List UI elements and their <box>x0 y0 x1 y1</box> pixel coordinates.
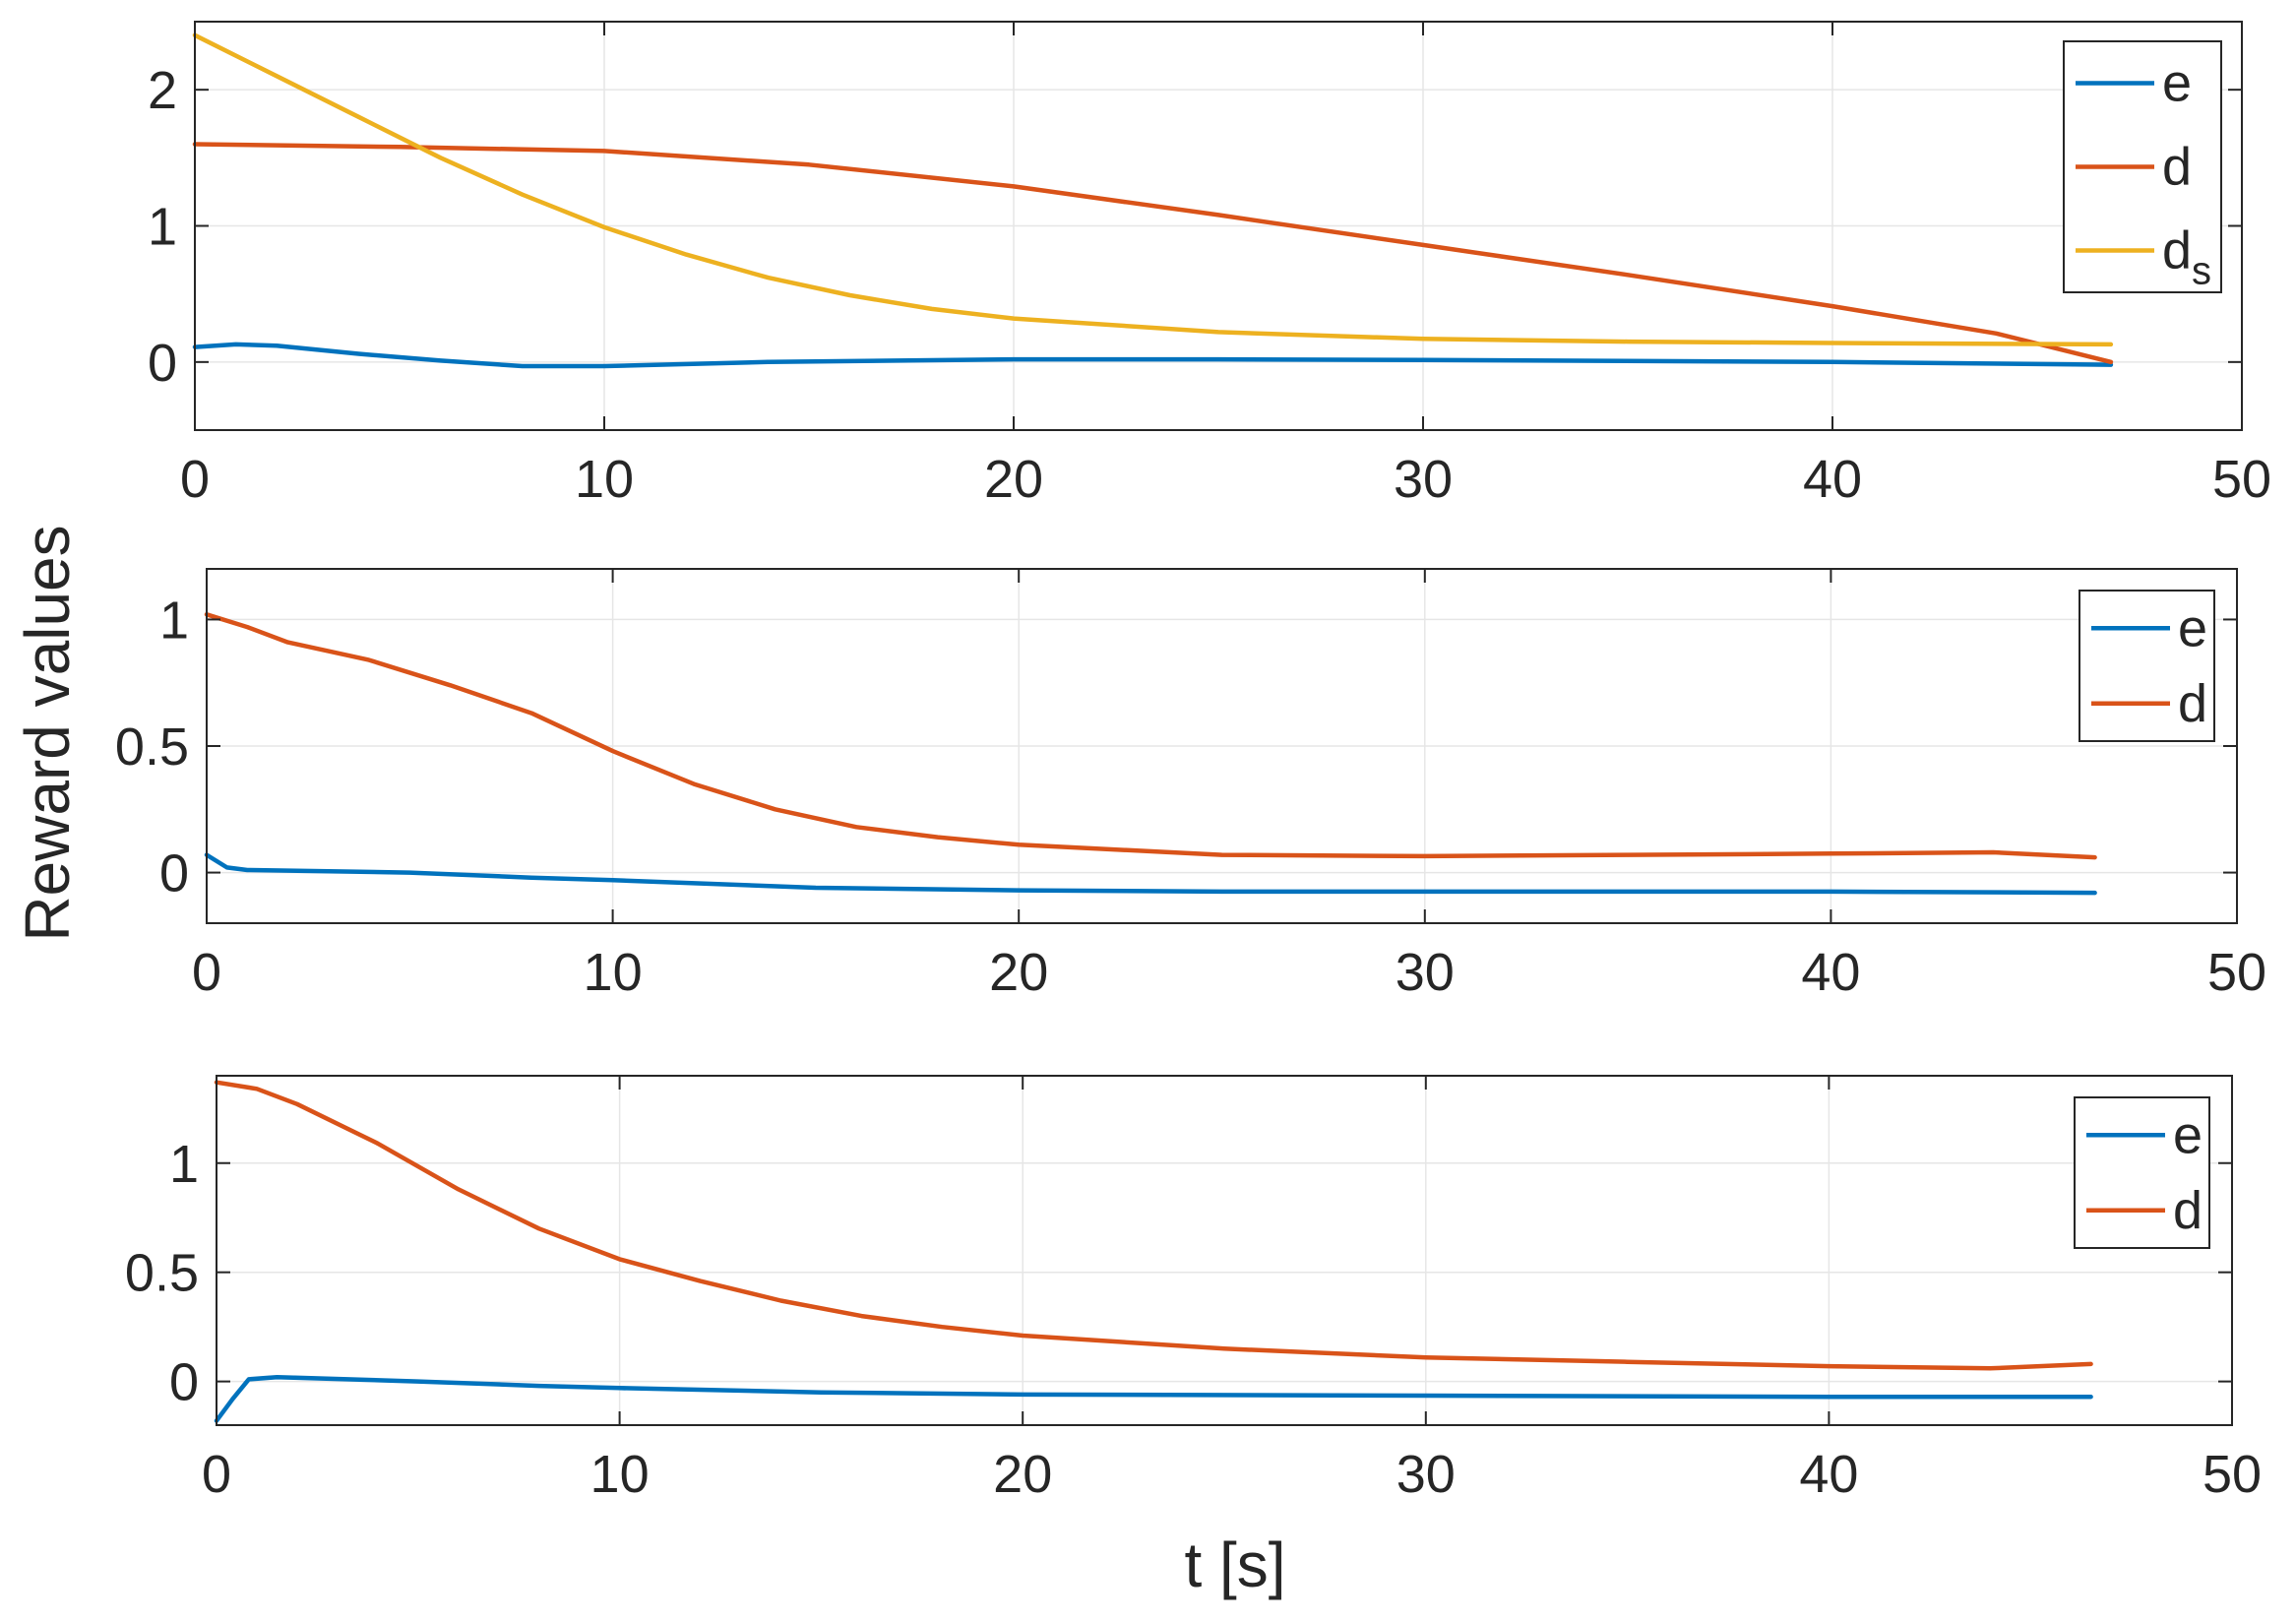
y-tick-label: 0 <box>148 334 177 393</box>
x-tick-label: 30 <box>1396 943 1455 1002</box>
y-tick-label: 0 <box>159 844 189 904</box>
x-tick-label: 30 <box>1394 450 1453 509</box>
legend-box <box>2074 1096 2210 1249</box>
x-tick-label: 10 <box>590 1445 650 1504</box>
y-axis-title: Reward values <box>12 525 83 941</box>
x-tick-label: 30 <box>1396 1445 1456 1504</box>
legend-label: e <box>2162 54 2192 113</box>
legend: ed <box>2079 590 2215 742</box>
y-tick-label: 1 <box>169 1135 199 1194</box>
x-tick-label: 20 <box>989 943 1048 1002</box>
subplot-3: 0 10 20 30 40 50 0 0.5 1 ed <box>125 1075 2262 1504</box>
series-line-ds <box>192 32 2114 347</box>
x-tick-label: 50 <box>2212 450 2271 509</box>
x-tick-label: 40 <box>1803 450 1862 509</box>
subplot-2: 0 10 20 30 40 50 0 0.5 1 ed <box>115 568 2266 1002</box>
legend-label: d <box>2162 138 2192 197</box>
series-line-d <box>204 612 2097 860</box>
x-axis-title: t [s] <box>1184 1529 1285 1600</box>
x-tick-label: 40 <box>1799 1445 1858 1504</box>
legend-label-subscript: s <box>2192 250 2211 293</box>
legend-box <box>2079 590 2215 742</box>
y-tick-label: 0.5 <box>115 717 189 777</box>
x-tick-label: 0 <box>192 943 221 1002</box>
legend-label: e <box>2178 598 2207 657</box>
y-tick-label: 0.5 <box>125 1244 199 1303</box>
y-tick-label: 2 <box>148 61 177 120</box>
series-line-d <box>214 1080 2093 1371</box>
legend-label: e <box>2173 1105 2203 1164</box>
y-tick-label: 1 <box>148 198 177 257</box>
x-tick-label: 20 <box>984 450 1043 509</box>
series-line-e <box>204 852 2097 896</box>
x-tick-label: 50 <box>2203 1445 2262 1504</box>
series-line-e <box>192 342 2114 369</box>
legend: ed <box>2074 1096 2210 1249</box>
x-tick-label: 20 <box>993 1445 1052 1504</box>
series-line-e <box>214 1374 2093 1423</box>
x-tick-label: 10 <box>584 943 643 1002</box>
y-tick-label: 0 <box>169 1353 199 1412</box>
plot-area <box>217 1076 2232 1425</box>
y-tick-label: 1 <box>159 591 189 650</box>
series-line-d <box>192 142 2114 365</box>
axes-box <box>216 1075 2233 1426</box>
x-tick-label: 0 <box>202 1445 231 1504</box>
x-tick-label: 10 <box>575 450 634 509</box>
legend-label: d <box>2178 674 2207 733</box>
x-tick-label: 0 <box>180 450 210 509</box>
x-tick-label: 50 <box>2207 943 2266 1002</box>
x-tick-label: 40 <box>1801 943 1860 1002</box>
legend-label: d <box>2173 1181 2203 1240</box>
